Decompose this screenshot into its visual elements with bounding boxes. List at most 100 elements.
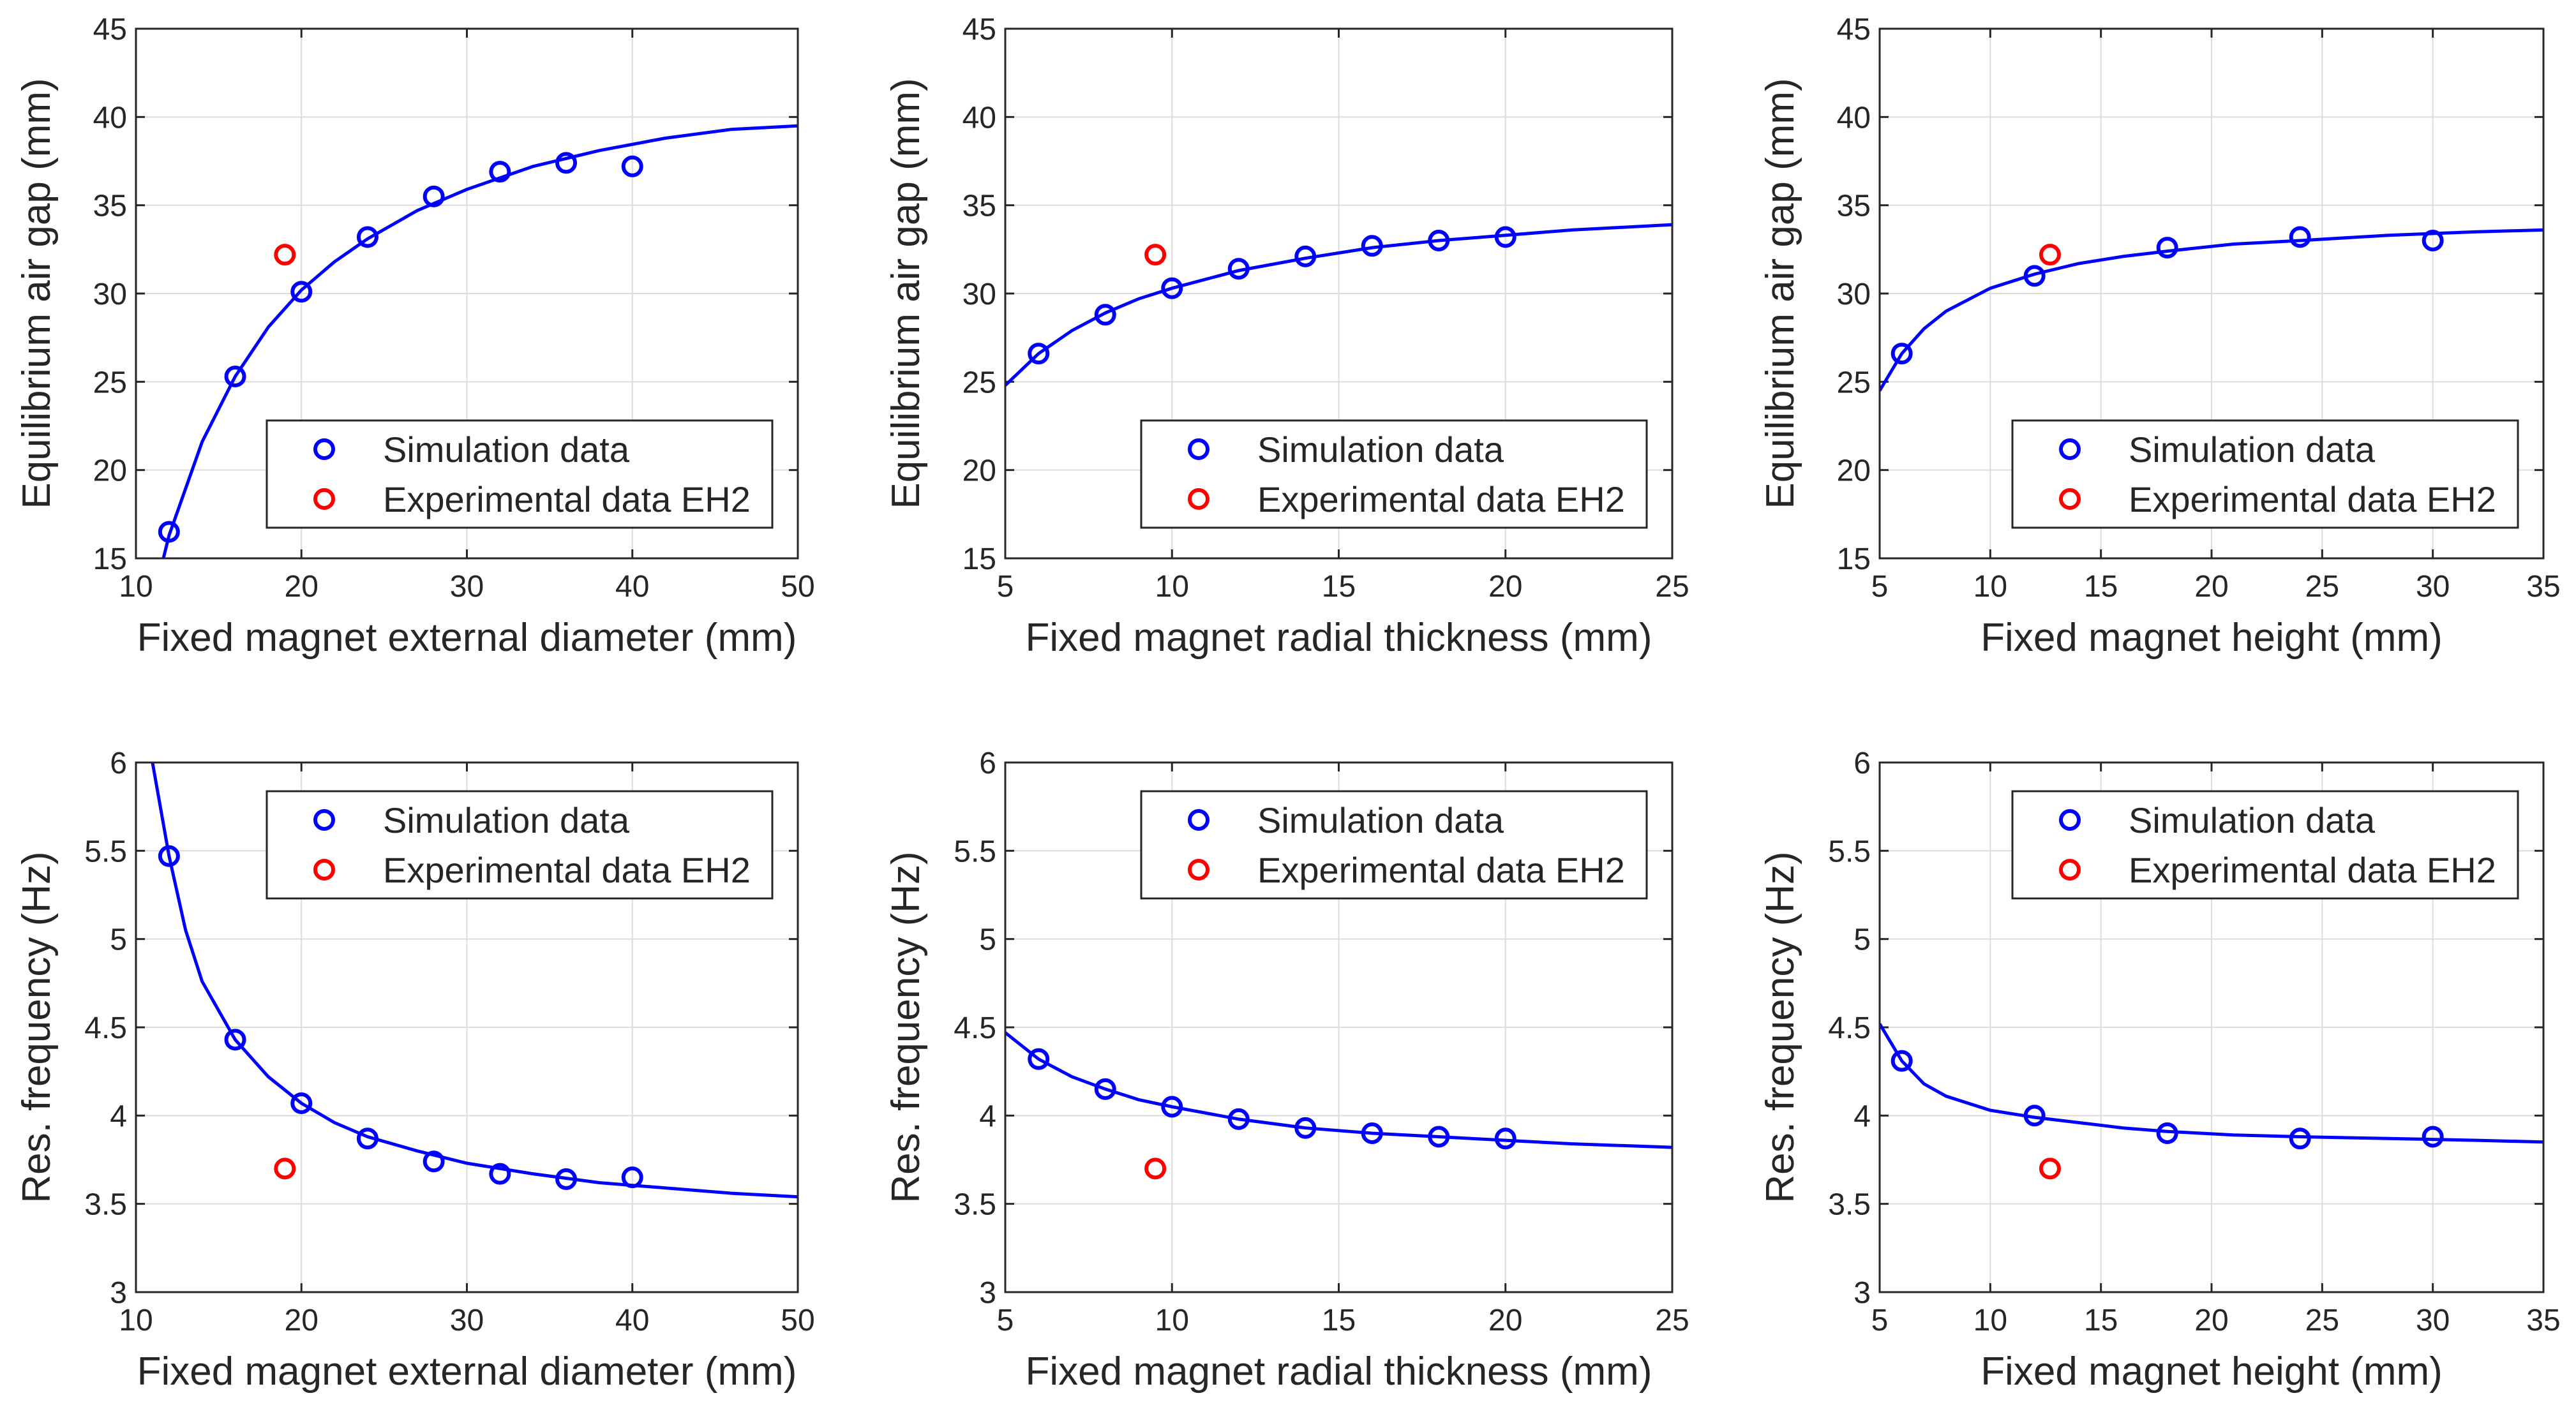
simulation-data-point: [1361, 1122, 1383, 1144]
fit-curve: [1005, 223, 1672, 387]
legend-marker: [313, 809, 335, 831]
legend-box: [2011, 790, 2519, 900]
y-tick-label: 15: [93, 542, 127, 576]
simulation-data-point: [224, 1029, 246, 1051]
simulation-data-point: [1494, 226, 1516, 248]
simulation-data-point: [1094, 1078, 1116, 1100]
legend-label: Simulation data: [2129, 800, 2376, 840]
simulation-data-point: [1428, 230, 1450, 251]
x-tick-label: 5: [997, 1304, 1014, 1337]
experimental-data-point: [274, 244, 296, 266]
simulation-data-point: [1227, 1108, 1250, 1130]
y-tick-label: 4: [979, 1099, 996, 1133]
simulation-data-point: [290, 1092, 313, 1114]
x-axis-label: Fixed magnet height (mm): [1981, 616, 2443, 660]
experimental-data-point: [1144, 244, 1167, 266]
legend: Simulation data Experimental data EH2: [266, 419, 774, 529]
simulation-data-point: [1361, 235, 1383, 257]
x-tick-label: 10: [1155, 570, 1189, 604]
y-tick-label: 4: [110, 1099, 127, 1133]
x-tick-label: 15: [1322, 1304, 1356, 1337]
x-tick-label: 20: [285, 570, 318, 604]
y-tick-label: 25: [962, 366, 996, 399]
axes-frame: [135, 27, 799, 560]
x-tick-label: 35: [2526, 570, 2560, 604]
simulation-data-point: [2289, 226, 2311, 248]
x-axis-label: Fixed magnet radial thickness (mm): [1026, 616, 1652, 660]
legend-marker: [2059, 488, 2081, 510]
simulation-data-point: [1294, 245, 1317, 267]
y-tick-label: 4: [1853, 1099, 1871, 1133]
legend: Simulation data Experimental data EH2: [2011, 790, 2519, 900]
legend-marker: [1188, 488, 1209, 510]
subplot-4: 10 20 30 40 50 3 3.5 4 4.5 5 5.5 6 Fixed magnet exte…: [15, 747, 815, 1394]
x-tick-label: 20: [1488, 570, 1522, 604]
simulation-data-point: [224, 366, 246, 388]
x-tick-label: 5: [997, 570, 1014, 604]
legend-marker: [1188, 809, 1209, 831]
x-tick-label: 25: [2305, 570, 2339, 604]
y-tick-label: 5.5: [84, 835, 127, 868]
simulation-data-point: [1891, 343, 1913, 365]
legend: Simulation data Experimental data EH2: [266, 790, 774, 900]
legend-marker: [313, 438, 335, 460]
simulation-data-point: [158, 845, 180, 867]
x-tick-label: 30: [2416, 1304, 2450, 1337]
simulation-data-point: [423, 1150, 445, 1173]
x-tick-label: 10: [119, 1304, 153, 1337]
simulation-data-point: [2023, 1105, 2046, 1127]
y-tick-label: 3: [1853, 1276, 1871, 1310]
x-tick-label: 5: [1871, 570, 1889, 604]
simulation-data-point: [1161, 277, 1183, 299]
y-axis-label: Equilibrium air gap (mm): [1758, 78, 1802, 509]
legend-label: Experimental data EH2: [2129, 479, 2496, 519]
legend-label: Simulation data: [2129, 429, 2376, 470]
y-tick-label: 40: [1837, 101, 1871, 135]
y-tick-label: 20: [962, 454, 996, 488]
x-tick-label: 25: [2305, 1304, 2339, 1337]
y-tick-label: 25: [1837, 366, 1871, 399]
legend-marker: [2059, 438, 2081, 460]
simulation-data-point: [2156, 237, 2178, 259]
y-tick-label: 6: [1853, 747, 1871, 780]
subplot-1: 10 20 30 40 50 15 20 25 30 35 40 45 Fixed magnet ext…: [15, 13, 815, 660]
y-tick-label: 5: [1853, 923, 1871, 957]
x-axis-label: Fixed magnet external diameter (mm): [137, 1350, 797, 1394]
y-tick-label: 5.5: [954, 835, 996, 868]
subplot-3: 5 10 15 20 25 30 35 15 20 25 30 35 40 45 Fixed magnet …: [1758, 13, 2561, 660]
fit-curve: [161, 124, 798, 558]
x-tick-label: 30: [450, 570, 484, 604]
legend-label: Experimental data EH2: [1257, 479, 1625, 519]
x-axis-label: Fixed magnet height (mm): [1981, 1350, 2443, 1394]
subplot-6: 5 10 15 20 25 30 35 3 3.5 4 4.5 5 5.5 6 Fixed magnet h…: [1758, 747, 2561, 1394]
y-tick-label: 15: [962, 542, 996, 576]
x-tick-label: 10: [1973, 570, 2007, 604]
legend: Simulation data Experimental data EH2: [1140, 790, 1648, 900]
x-tick-label: 50: [781, 1304, 814, 1337]
simulation-data-point: [2289, 1127, 2311, 1150]
simulation-data-point: [1891, 1050, 1913, 1072]
axes-frame: [1878, 761, 2545, 1293]
y-tick-label: 35: [93, 190, 127, 223]
subplot-5: 5 10 15 20 25 3 3.5 4 4.5 5 5.5 6 Fixed magnet radia…: [884, 747, 1689, 1394]
legend-label: Simulation data: [383, 800, 630, 840]
legend-label: Experimental data EH2: [383, 479, 751, 519]
legend: Simulation data Experimental data EH2: [2011, 419, 2519, 529]
legend-label: Experimental data EH2: [383, 850, 751, 890]
simulation-data-point: [2156, 1122, 2178, 1144]
y-tick-label: 20: [1837, 454, 1871, 488]
simulation-data-point: [621, 1166, 643, 1189]
y-tick-label: 3.5: [84, 1188, 127, 1222]
y-tick-label: 3.5: [1828, 1188, 1871, 1222]
y-tick-label: 5: [110, 923, 127, 957]
y-tick-label: 40: [962, 101, 996, 135]
simulation-data-point: [1094, 304, 1116, 326]
x-tick-label: 20: [2194, 1304, 2228, 1337]
simulation-data-point: [1161, 1096, 1183, 1118]
y-tick-label: 35: [962, 190, 996, 223]
legend-label: Experimental data EH2: [1257, 850, 1625, 890]
experimental-data-point: [2039, 244, 2061, 266]
simulation-data-point: [555, 152, 578, 174]
x-tick-label: 25: [1655, 1304, 1689, 1337]
